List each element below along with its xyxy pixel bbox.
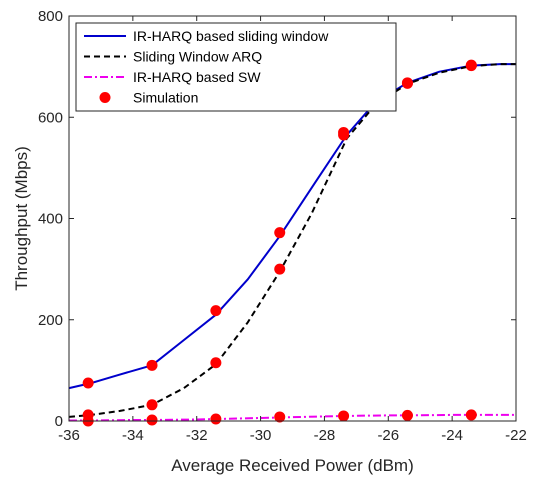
simulation-point (274, 263, 286, 275)
x-tick-label: -28 (314, 427, 336, 444)
y-tick-label: 400 (38, 211, 63, 228)
x-axis-label: Average Received Power (dBm) (171, 456, 414, 475)
legend-label: IR-HARQ based sliding window (133, 28, 329, 44)
simulation-point (82, 377, 94, 389)
legend: IR-HARQ based sliding window Sliding Wind… (75, 22, 397, 112)
simulation-point (274, 411, 286, 423)
simulation-point (210, 413, 222, 425)
simulation-point (401, 77, 413, 89)
simulation-point (146, 414, 158, 426)
simulation-markers (82, 59, 477, 427)
legend-box (75, 22, 397, 112)
y-axis-label: Throughput (Mbps) (12, 146, 31, 291)
simulation-point (401, 409, 413, 421)
legend-marker (99, 92, 111, 103)
x-tick-label: -22 (505, 427, 527, 444)
x-tick-label: -26 (377, 427, 399, 444)
simulation-point (210, 305, 222, 317)
simulation-point (146, 399, 158, 411)
simulation-point (274, 227, 286, 239)
x-tick-label: -36 (58, 427, 80, 444)
y-tick-label: 0 (55, 413, 63, 430)
x-tick-label: -34 (122, 427, 144, 444)
axis-ticks: -36 -34 -32 -30 -28 -26 -24 -22 0 200 400 600 800 (38, 8, 527, 444)
y-tick-label: 600 (38, 109, 63, 126)
simulation-point (465, 60, 477, 72)
simulation-point (465, 409, 477, 421)
simulation-point (338, 129, 350, 141)
simulation-point (338, 410, 350, 422)
series-line-2 (68, 63, 516, 418)
simulation-point (146, 359, 158, 371)
legend-label: IR-HARQ based SW (133, 69, 261, 85)
legend-label: Sliding Window ARQ (133, 49, 262, 65)
x-tick-label: -24 (441, 427, 463, 444)
x-tick-label: -32 (186, 427, 208, 444)
legend-label: Simulation (133, 90, 198, 106)
x-tick-label: -30 (250, 427, 272, 444)
simulation-point (210, 357, 222, 369)
y-tick-label: 800 (38, 8, 63, 25)
y-tick-label: 200 (38, 312, 63, 329)
